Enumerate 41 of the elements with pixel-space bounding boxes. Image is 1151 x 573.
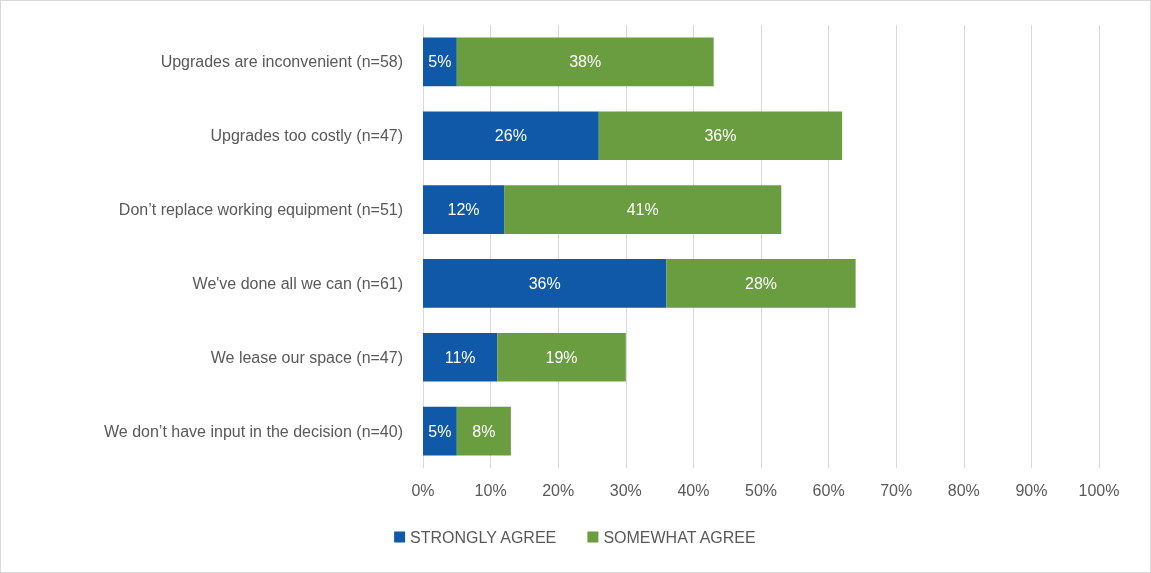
bar <box>456 406 511 456</box>
data-label: 38% <box>569 53 602 71</box>
data-label: 26% <box>494 127 527 145</box>
data-label: 41% <box>626 201 659 219</box>
y-tick-label: Don’t replace working equipment (n=51) <box>118 201 403 219</box>
bar <box>497 332 626 382</box>
data-label: 19% <box>545 348 578 366</box>
y-tick-label: Upgrades are inconvenient (n=58) <box>160 53 403 71</box>
x-tick-label: 60% <box>812 481 845 499</box>
bar <box>504 185 782 234</box>
x-tick-label: 80% <box>947 481 980 499</box>
x-tick-label: 50% <box>744 481 778 499</box>
bar <box>598 111 843 161</box>
data-label: 36% <box>528 274 561 292</box>
x-tick-label: 70% <box>880 481 913 499</box>
x-tick-label: 40% <box>677 481 710 499</box>
legend-label: STRONGLY AGREE <box>410 528 557 546</box>
data-label: 28% <box>744 274 778 292</box>
x-tick-label: 20% <box>542 481 575 499</box>
bar <box>456 37 714 87</box>
data-label: 8% <box>472 422 496 440</box>
data-label: 11% <box>444 348 476 366</box>
bar <box>423 111 599 161</box>
x-tick-label: 0% <box>411 481 435 499</box>
bar <box>423 332 498 382</box>
legend-label: SOMEWHAT AGREE <box>603 528 756 546</box>
y-tick-label: We lease our space (n=47) <box>210 348 403 366</box>
bar <box>423 185 505 234</box>
data-label: 5% <box>428 53 452 71</box>
y-tick-label: Upgrades too costly (n=47) <box>210 127 403 145</box>
data-label: 36% <box>704 127 737 145</box>
x-tick-label: 30% <box>609 481 642 499</box>
bar <box>423 259 667 308</box>
y-tick-label: We don’t have input in the decision (n=40) <box>103 422 403 440</box>
data-label: 12% <box>447 201 480 219</box>
data-label: 5% <box>428 422 452 440</box>
y-tick-label: We've done all we can (n=61) <box>192 274 403 292</box>
x-tick-label: 100% <box>1078 481 1120 499</box>
x-tick-label: 90% <box>1015 481 1048 499</box>
x-tick-label: 10% <box>474 481 507 499</box>
bar <box>666 259 856 308</box>
